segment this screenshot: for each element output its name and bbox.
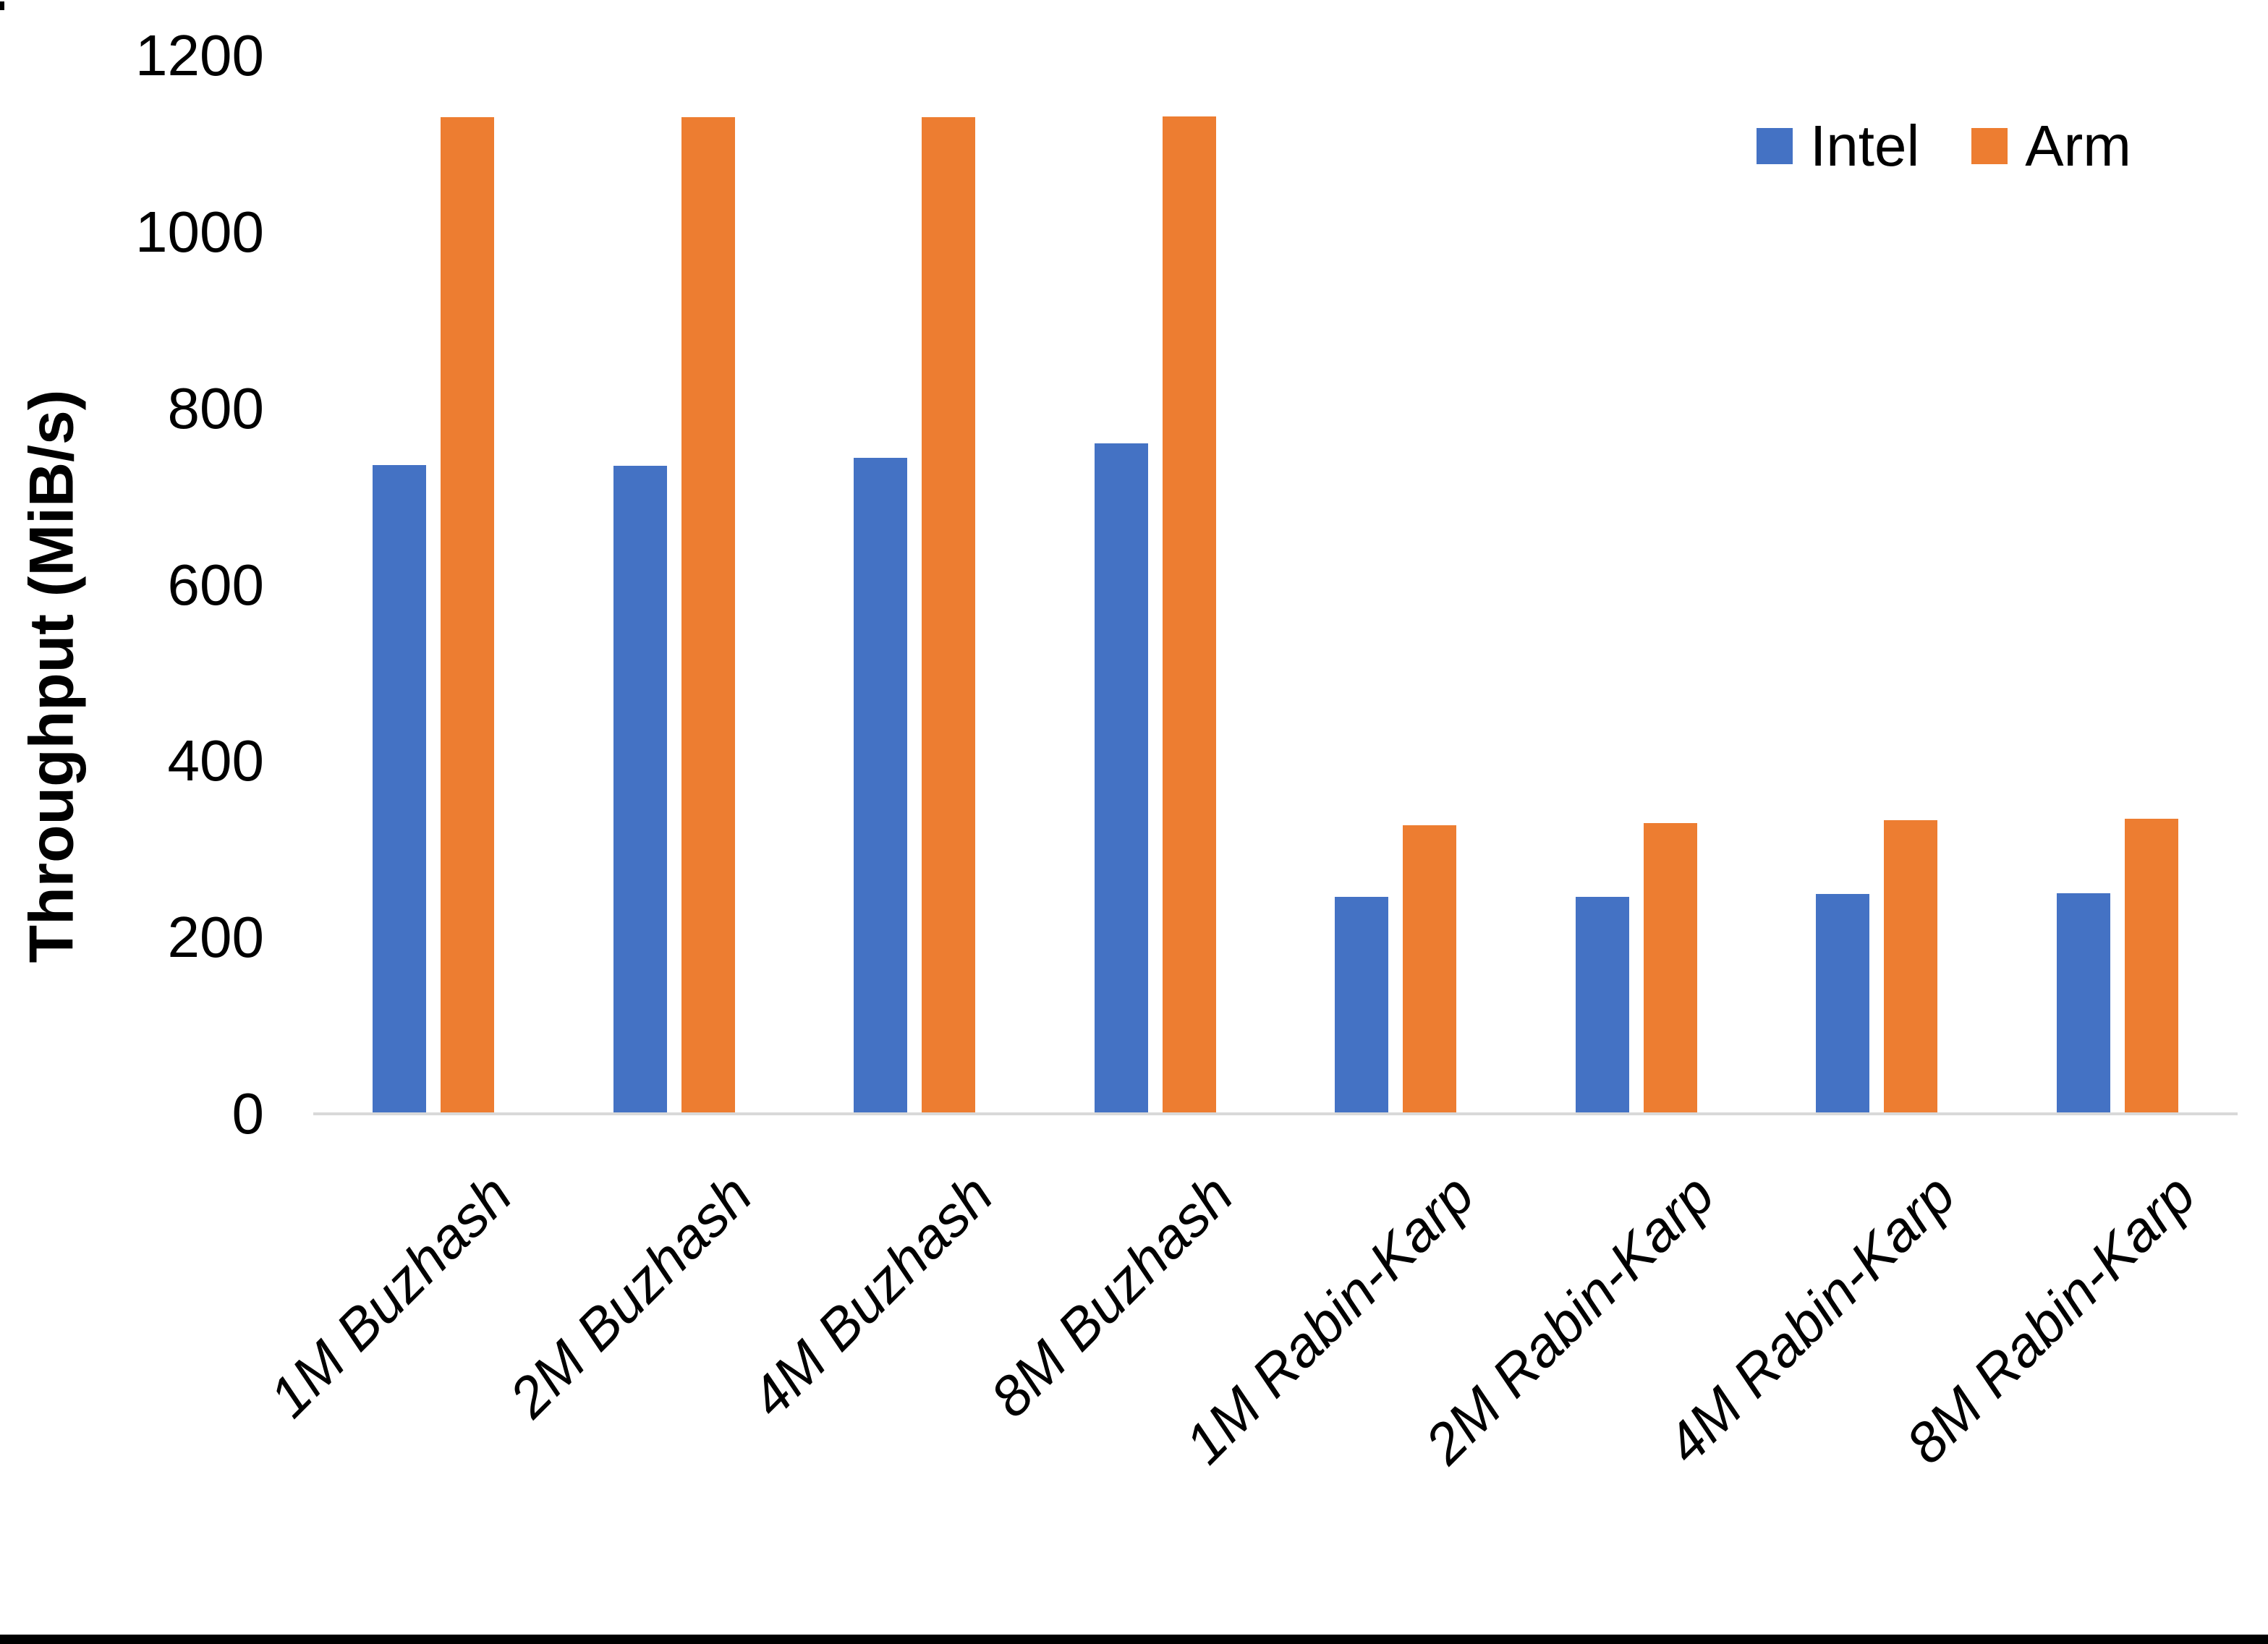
x-category-label: 4M Buzhash [737,1162,1005,1429]
category-group: 1M Rabin-Karp [1172,56,1516,1475]
category-group: 1M Buzhash [257,56,554,1429]
y-tick-label: 200 [167,905,264,970]
arm-bar [1884,820,1938,1114]
intel-bar [373,464,427,1114]
category-group: 4M Rabin-Karp [1654,56,1997,1475]
x-category-label: 2M Buzhash [497,1162,765,1429]
intel-bar [2056,893,2110,1114]
y-axis-title: Throughput (MiB/s) [17,389,87,963]
y-tick-label: 400 [167,728,264,793]
arm-bar [2124,818,2178,1114]
legend-item: Arm [1971,113,2131,179]
plot-area: 1M Buzhash 2M Buzhash 4M Buzhash 8M Buzhash… [135,23,2238,1475]
y-tick-label: 0 [232,1081,265,1146]
intel-bar [1816,894,1870,1114]
category-group: 8M Buzhash [978,56,1276,1429]
arm-bar [681,117,735,1114]
y-tick-label: 1000 [135,199,264,264]
category-group: 2M Rabin-Karp [1413,56,1757,1475]
arm-bar [922,117,976,1114]
arm-bar [1643,822,1697,1114]
category-group: 2M Buzhash [497,56,795,1429]
arm-bar [441,117,495,1114]
arm-bar [1162,116,1216,1114]
bar-groups: 1M Buzhash 2M Buzhash 4M Buzhash 8M Buzhash… [257,56,2238,1475]
legend-label: Arm [2025,114,2131,178]
category-group: 4M Buzhash [738,56,1035,1429]
intel-bar [1335,897,1389,1114]
y-tick-label: 600 [167,552,264,617]
y-tick-label: 800 [167,375,264,440]
legend-label: Intel [1810,114,1920,178]
intel-bar [854,457,908,1114]
intel-bar [613,465,667,1114]
intel-bar [1094,443,1148,1114]
legend-item: Intel [1757,113,1919,179]
intel-bar [1575,897,1629,1114]
arm-bar [1403,825,1457,1114]
corner-border-artifact [0,1,4,10]
x-category-label: 1M Buzhash [256,1162,524,1429]
category-group: 8M Rabin-Karp [1894,56,2238,1475]
y-tick-label: 1200 [135,23,264,88]
legend: Intel Arm [1757,113,2131,179]
legend-swatch-intel [1757,128,1793,164]
x-axis-line [313,1112,2238,1115]
legend-swatch-arm [1971,128,2008,164]
figure-bottom-border [0,1635,2268,1644]
x-category-label: 8M Buzhash [978,1162,1246,1429]
